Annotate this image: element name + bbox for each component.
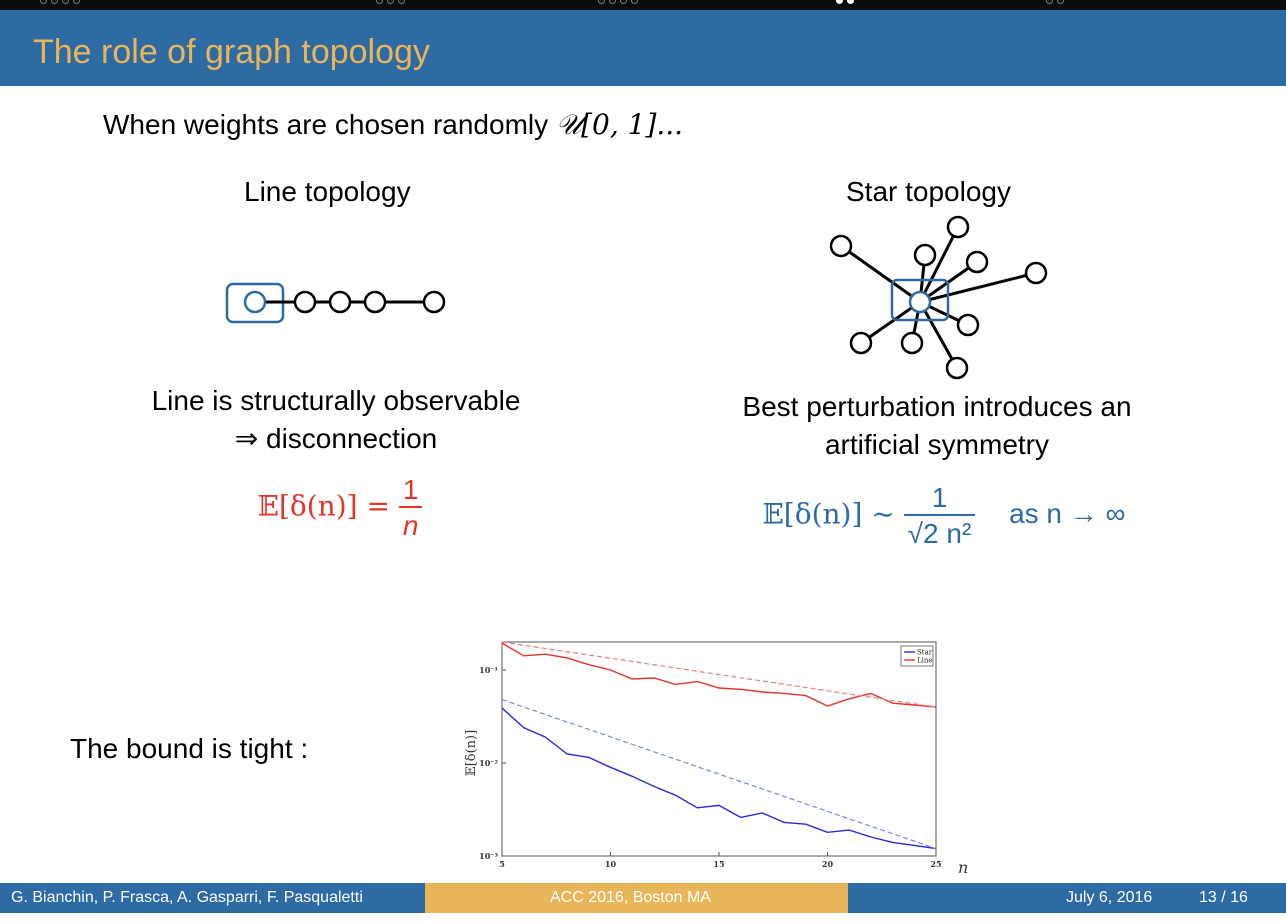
fit-line [501, 699, 937, 850]
graph-node [328, 290, 352, 314]
star-edge [919, 271, 1037, 304]
x-tick-label: 15 [713, 859, 724, 869]
footer-authors-section: G. Bianchin, P. Frasca, A. Gasparri, F. … [0, 883, 425, 913]
series-star [501, 707, 937, 850]
graph-node [849, 331, 873, 355]
star-topology-heading: Star topology [846, 176, 1011, 207]
graph-node [363, 290, 387, 314]
y-tick-label: 10⁻³ [479, 851, 498, 861]
chart-plot-area [501, 641, 937, 857]
footer-conference: ACC 2016, Boston MA [550, 889, 711, 906]
footer: G. Bianchin, P. Frasca, A. Gasparri, F. … [0, 883, 1286, 913]
star-caption: Best perturbation introduces an artifici… [708, 388, 1166, 464]
star-formula-lhs: 𝔼[δ(n)] ∼ [762, 497, 904, 531]
fit-line [501, 641, 937, 708]
line-caption: Line is structurally observable ⇒ discon… [130, 382, 542, 458]
star-formula: 𝔼[δ(n)] ∼ 1 √2 n² as n → ∞ [724, 482, 1164, 550]
nav-dots[interactable] [598, 0, 638, 5]
legend-label: Line [917, 657, 933, 665]
title-bar [0, 10, 1286, 86]
nav-dots[interactable] [836, 0, 854, 5]
line-caption-2: ⇒ disconnection [234, 423, 438, 454]
series-line [501, 642, 937, 708]
footer-page: 13 / 16 [1199, 889, 1248, 906]
line-formula-numerator: 1 [402, 474, 419, 505]
chart-xlabel: n [958, 858, 968, 877]
nav-dots[interactable] [1046, 0, 1064, 5]
line-graph-diagram [225, 282, 446, 324]
y-tick-label: 10⁻¹ [479, 665, 498, 675]
star-edge [918, 226, 960, 303]
x-tick-label: 25 [930, 859, 941, 869]
graph-node [913, 243, 937, 267]
star-edge [860, 300, 921, 345]
line-formula-lhs: 𝔼[δ(n)] = [257, 489, 399, 523]
star-formula-denominator: √2 n² [903, 514, 976, 550]
star-edge [840, 244, 921, 304]
star-edge [918, 301, 959, 369]
line-formula-denominator: n [398, 506, 423, 542]
footer-conference-section: ACC 2016, Boston MA [425, 883, 848, 913]
graph-node [829, 234, 853, 258]
chart-ticks: 5 10 15 20 25 10⁻¹ 10⁻² 10⁻³ [479, 665, 941, 869]
nav-dots[interactable] [376, 0, 405, 5]
graph-node [422, 290, 446, 314]
graph-node [945, 356, 969, 380]
footer-date-section: July 6, 2016 13 / 16 [848, 883, 1286, 913]
intro-text: When weights are chosen randomly 𝒰[0, 1]… [103, 108, 683, 142]
star-formula-numerator: 1 [931, 482, 948, 513]
center-node [908, 290, 932, 314]
x-tick-label: 20 [822, 859, 834, 869]
intro-text-label: When weights are chosen randomly [103, 109, 556, 140]
intro-math: 𝒰[0, 1]... [555, 108, 684, 141]
graph-node [965, 250, 989, 274]
graph-node [293, 290, 317, 314]
star-formula-rhs: as n → ∞ [1009, 498, 1126, 530]
chart-ylabel: 𝔼[δ(n)] [464, 730, 479, 776]
chart-series [501, 641, 937, 850]
footer-date: July 6, 2016 [1066, 889, 1153, 906]
graph-node [946, 215, 970, 239]
line-caption-1: Line is structurally observable [151, 385, 521, 416]
bound-text: The bound is tight : [70, 733, 309, 764]
y-tick-label: 10⁻² [479, 758, 498, 768]
line-topology-heading: Line topology [244, 176, 411, 207]
legend-label: Star [917, 649, 933, 657]
star-formula-fraction: 1 √2 n² [903, 482, 976, 550]
graph-node [1024, 261, 1048, 285]
legend-box [900, 645, 934, 667]
nav-dots[interactable] [40, 0, 80, 5]
star-graph-diagram [829, 215, 1048, 380]
graph-node [956, 313, 980, 337]
star-caption-2: artificial symmetry [824, 429, 1049, 460]
graph-node [900, 331, 924, 355]
observer-box [890, 278, 950, 322]
star-caption-1: Best perturbation introduces an [742, 391, 1132, 422]
x-tick-label: 5 [499, 859, 505, 869]
x-tick-label: 10 [605, 859, 617, 869]
footer-authors: G. Bianchin, P. Frasca, A. Gasparri, F. … [11, 889, 363, 906]
observed-node [243, 290, 267, 314]
navigation-bar [0, 0, 1286, 10]
slide-title: The role of graph topology [33, 33, 430, 71]
